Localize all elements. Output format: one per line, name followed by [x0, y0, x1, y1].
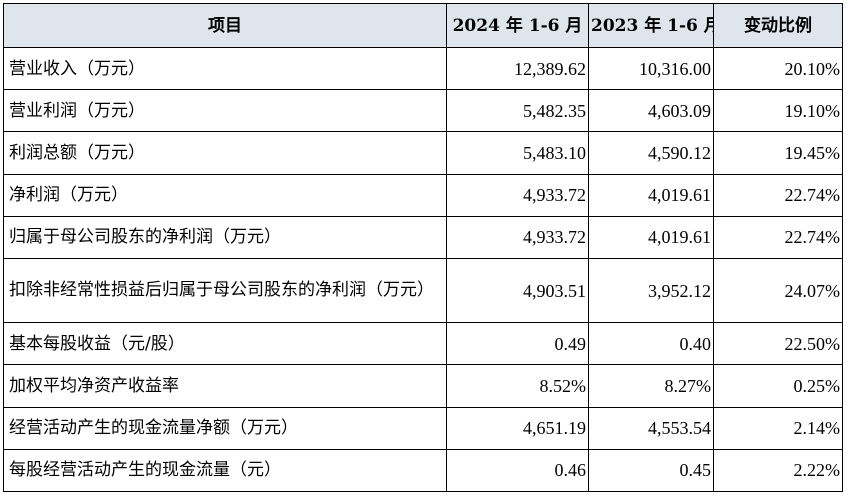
table-row: 归属于母公司股东的净利润（万元） 4,933.72 4,019.61 22.74… — [3, 215, 843, 259]
row-change-ratio: 19.45% — [713, 131, 843, 175]
row-change-ratio: 0.25% — [713, 364, 843, 408]
row-value-2023: 0.45 — [588, 448, 714, 493]
row-change-ratio: 20.10% — [713, 46, 843, 91]
row-value-2023: 4,553.54 — [588, 406, 714, 450]
table-row: 加权平均净资产收益率 8.52% 8.27% 0.25% — [3, 364, 843, 408]
row-value-2024: 12,389.62 — [446, 46, 589, 91]
row-value-2023: 4,590.12 — [588, 131, 714, 175]
row-change-ratio: 22.74% — [713, 215, 843, 259]
row-value-2024: 5,483.10 — [446, 131, 589, 175]
table-header: 项目 2024 年 1-6 月 2023 年 1-6 月 变动比例 — [3, 3, 843, 48]
table-body: 营业收入（万元） 12,389.62 10,316.00 20.10% 营业利润… — [3, 46, 843, 493]
row-item-label: 加权平均净资产收益率 — [3, 364, 447, 408]
header-2024-h1: 2024 年 1-6 月 — [446, 3, 589, 48]
row-item-label: 基本每股收益（元/股） — [3, 322, 447, 366]
row-change-ratio: 2.22% — [713, 448, 843, 493]
financial-summary-table: 项目 2024 年 1-6 月 2023 年 1-6 月 变动比例 营业收入（万… — [3, 3, 843, 493]
row-value-2023: 0.40 — [588, 322, 714, 366]
table-row: 营业利润（万元） 5,482.35 4,603.09 19.10% — [3, 89, 843, 133]
table-row: 每股经营活动产生的现金流量（元） 0.46 0.45 2.22% — [3, 448, 843, 493]
row-change-ratio: 22.50% — [713, 322, 843, 366]
row-value-2024: 0.46 — [446, 448, 589, 493]
row-change-ratio: 22.74% — [713, 173, 843, 217]
row-value-2023: 4,019.61 — [588, 173, 714, 217]
row-item-label: 扣除非经常性损益后归属于母公司股东的净利润（万元） — [3, 257, 447, 324]
row-value-2024: 5,482.35 — [446, 89, 589, 133]
row-value-2024: 0.49 — [446, 322, 589, 366]
row-item-label: 营业利润（万元） — [3, 89, 447, 133]
row-item-label: 经营活动产生的现金流量净额（万元） — [3, 406, 447, 450]
row-value-2024: 4,933.72 — [446, 173, 589, 217]
row-item-label: 净利润（万元） — [3, 173, 447, 217]
header-row: 项目 2024 年 1-6 月 2023 年 1-6 月 变动比例 — [3, 3, 843, 48]
row-value-2023: 10,316.00 — [588, 46, 714, 91]
row-value-2024: 4,933.72 — [446, 215, 589, 259]
row-item-label: 利润总额（万元） — [3, 131, 447, 175]
row-value-2023: 8.27% — [588, 364, 714, 408]
table-row: 经营活动产生的现金流量净额（万元） 4,651.19 4,553.54 2.14… — [3, 406, 843, 450]
row-value-2024: 4,651.19 — [446, 406, 589, 450]
row-change-ratio: 2.14% — [713, 406, 843, 450]
table-row: 净利润（万元） 4,933.72 4,019.61 22.74% — [3, 173, 843, 217]
table-row: 利润总额（万元） 5,483.10 4,590.12 19.45% — [3, 131, 843, 175]
row-item-label: 每股经营活动产生的现金流量（元） — [3, 448, 447, 493]
table-row: 基本每股收益（元/股） 0.49 0.40 22.50% — [3, 322, 843, 366]
header-2023-h1: 2023 年 1-6 月 — [588, 3, 714, 48]
row-item-label: 营业收入（万元） — [3, 46, 447, 91]
row-item-label: 归属于母公司股东的净利润（万元） — [3, 215, 447, 259]
row-value-2024: 8.52% — [446, 364, 589, 408]
row-value-2024: 4,903.51 — [446, 257, 589, 324]
table-row: 营业收入（万元） 12,389.62 10,316.00 20.10% — [3, 46, 843, 91]
row-change-ratio: 24.07% — [713, 257, 843, 324]
row-value-2023: 4,019.61 — [588, 215, 714, 259]
row-value-2023: 3,952.12 — [588, 257, 714, 324]
header-change-ratio: 变动比例 — [713, 3, 843, 48]
header-item: 项目 — [3, 3, 447, 48]
row-change-ratio: 19.10% — [713, 89, 843, 133]
row-value-2023: 4,603.09 — [588, 89, 714, 133]
table-row: 扣除非经常性损益后归属于母公司股东的净利润（万元） 4,903.51 3,952… — [3, 257, 843, 324]
